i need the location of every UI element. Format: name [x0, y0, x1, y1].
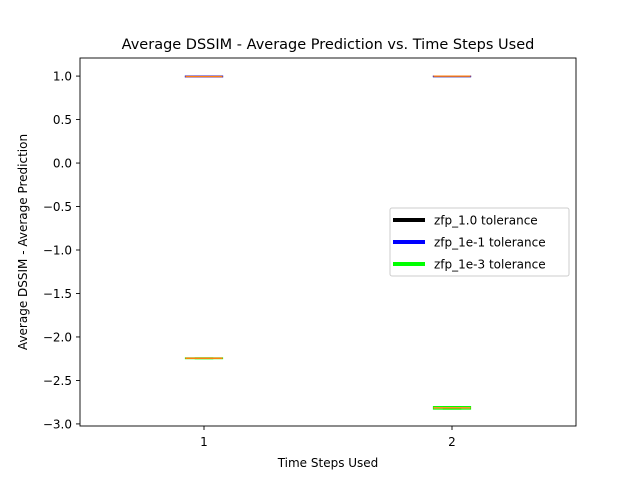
- y-axis: 1.0 0.5 0.0 −0.5 −1.0 −1.5 −2.0 −2.5 −3.0: [43, 70, 80, 431]
- y-tick-label: 0.0: [53, 157, 72, 171]
- x-tick-label: 2: [448, 435, 456, 449]
- x-tick-label: 1: [200, 435, 208, 449]
- y-tick-label: −0.5: [43, 200, 72, 214]
- legend-label: zfp_1.0 tolerance: [434, 214, 538, 228]
- box-plot: [184, 357, 224, 360]
- legend-label: zfp_1e-1 tolerance: [434, 236, 546, 250]
- y-tick-label: 1.0: [53, 70, 72, 84]
- box-plot: [432, 406, 472, 410]
- y-tick-label: −2.5: [43, 374, 72, 388]
- y-tick-label: −1.5: [43, 287, 72, 301]
- legend-label: zfp_1e-3 tolerance: [434, 258, 546, 272]
- y-tick-label: −3.0: [43, 417, 72, 431]
- legend: zfp_1.0 tolerance zfp_1e-1 tolerance zfp_1…: [389, 207, 570, 277]
- legend-frame: [389, 207, 570, 277]
- chart-title: Average DSSIM - Average Prediction vs. T…: [122, 37, 535, 53]
- box-plot: [432, 75, 472, 78]
- axes-frame: [79, 57, 577, 427]
- y-tick-label: −1.0: [43, 244, 72, 258]
- box-plot: [184, 75, 224, 78]
- y-tick-label: 0.5: [53, 113, 72, 127]
- y-axis-label: Average DSSIM - Average Prediction: [16, 134, 30, 350]
- y-tick-label: −2.0: [43, 330, 72, 344]
- plot-area: [184, 75, 472, 410]
- x-axis-label: Time Steps Used: [277, 456, 379, 470]
